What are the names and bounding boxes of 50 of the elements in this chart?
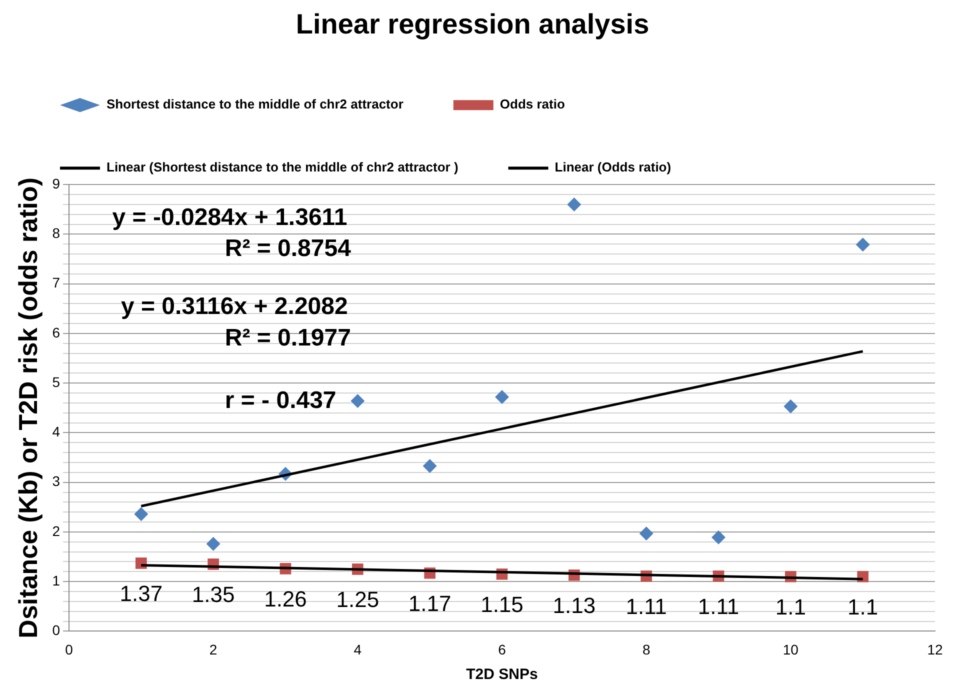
legend-label: Linear (Shortest distance to the middle of chr2 attractor ) xyxy=(106,160,458,175)
annotation: R² = 0.8754 xyxy=(224,235,352,262)
point xyxy=(422,458,437,473)
data-label: 1.35 xyxy=(192,582,235,608)
annotation: r = - 0.437 xyxy=(224,386,336,414)
chart-title: Linear regression analysis xyxy=(296,8,650,40)
data-label: 1.13 xyxy=(552,593,596,618)
annotation: y = -0.0284x + 1.3611 xyxy=(112,204,348,231)
legend-label: Odds ratio xyxy=(500,96,565,112)
point xyxy=(711,530,726,544)
annotation: y = 0.3116x + 2.2082 xyxy=(120,293,348,320)
y-tick-label: 6 xyxy=(52,324,60,340)
x-tick-label: 0 xyxy=(65,641,74,658)
point xyxy=(206,536,220,551)
y-tick-label: 7 xyxy=(52,274,60,291)
x-tick-label: 12 xyxy=(927,641,943,658)
legend-label: Linear (Odds ratio) xyxy=(554,160,672,175)
y-tick-label: 4 xyxy=(52,424,60,440)
x-tick-label: 4 xyxy=(354,641,362,658)
y-tick-label: 0 xyxy=(52,622,60,638)
point xyxy=(784,399,798,414)
x-axis-title: T2D SNPs xyxy=(466,666,538,684)
y-tick-label: 2 xyxy=(52,522,60,539)
data-label: 1.15 xyxy=(480,592,524,618)
y-tick-label: 9 xyxy=(52,175,60,192)
y-tick-label: 1 xyxy=(52,572,60,588)
y-tick-label: 5 xyxy=(52,374,60,390)
point xyxy=(856,238,870,252)
point xyxy=(567,197,582,212)
data-label: 1.25 xyxy=(336,587,380,612)
data-label: 1.1 xyxy=(775,594,806,620)
data-label: 1.1 xyxy=(848,594,878,620)
y-tick-label: 8 xyxy=(52,225,60,242)
legend-label: Shortest distance to the middle of chr2 attractor xyxy=(106,96,404,112)
data-label: 1.37 xyxy=(120,581,163,606)
x-tick-label: 6 xyxy=(498,641,506,658)
point xyxy=(350,394,365,408)
annotation: R² = 0.1977 xyxy=(224,324,351,352)
x-tick-label: 8 xyxy=(642,641,650,658)
y-axis-title: Dsitance (Kb) or T2D risk (odds ratio) xyxy=(12,177,43,638)
data-label: 1.11 xyxy=(698,594,740,620)
data-label: 1.17 xyxy=(408,591,452,616)
x-tick-label: 2 xyxy=(209,641,218,658)
point xyxy=(494,390,509,404)
point xyxy=(134,507,148,522)
data-label: 1.26 xyxy=(264,586,307,612)
x-tick-label: 10 xyxy=(782,641,799,658)
y-tick-label: 3 xyxy=(52,473,60,490)
point xyxy=(639,526,654,540)
data-label: 1.11 xyxy=(626,594,667,620)
